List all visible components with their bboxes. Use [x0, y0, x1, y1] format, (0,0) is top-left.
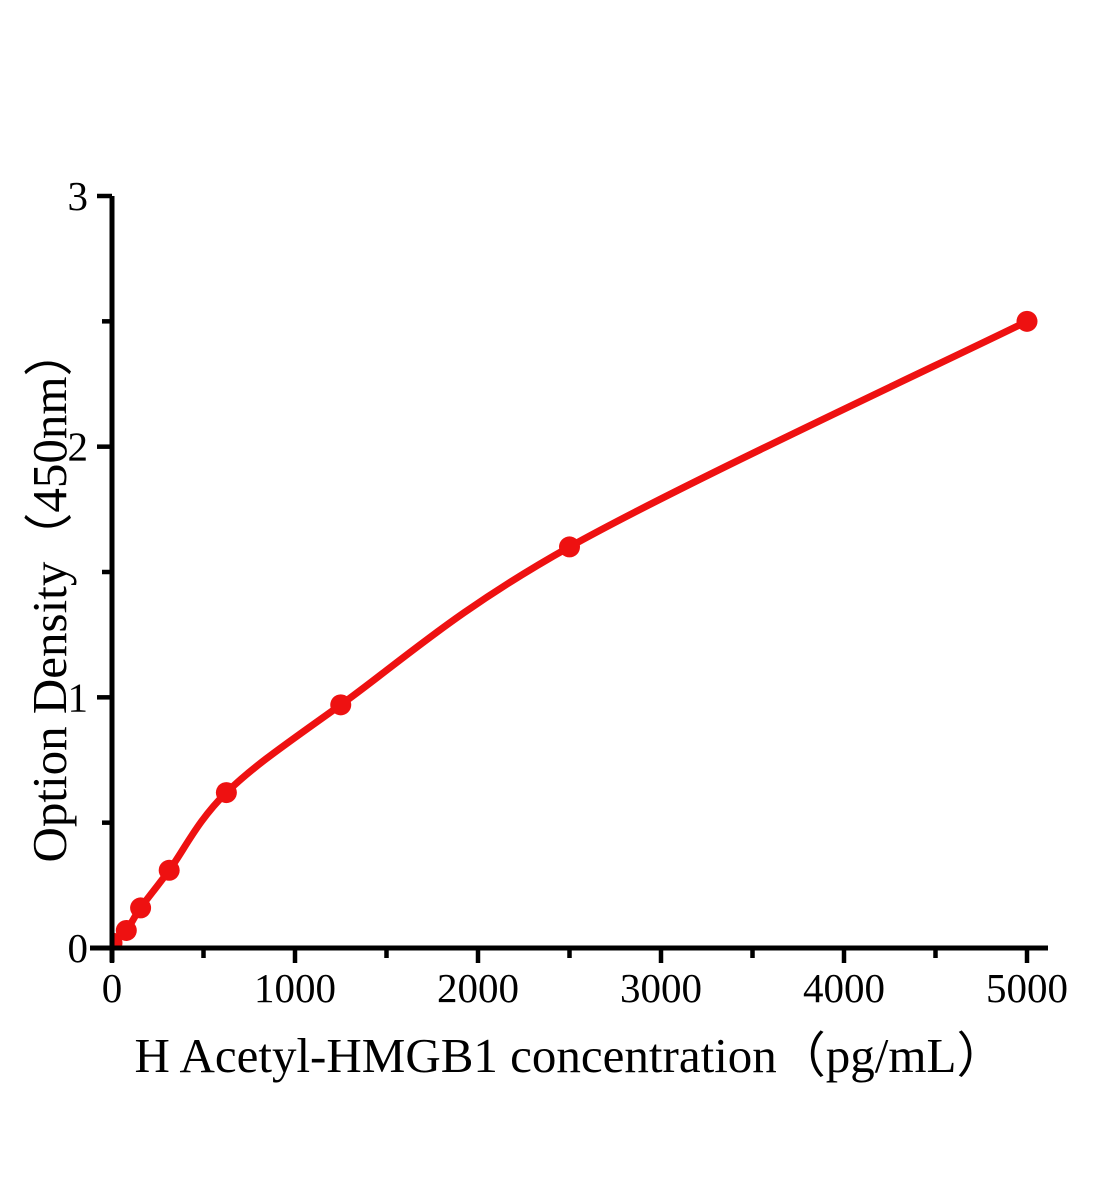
x-tick-label: 1000 [254, 965, 336, 1011]
x-tick-label: 2000 [437, 965, 519, 1011]
x-tick-label: 3000 [620, 965, 702, 1011]
y-axis-title: Option Density（450nm） [22, 328, 77, 863]
data-point-marker [115, 919, 137, 941]
x-axis-title: H Acetyl-HMGB1 concentration（pg/mL） [135, 1028, 1006, 1083]
series-layer [112, 310, 1038, 948]
data-point-marker [559, 536, 580, 558]
x-tick-label: 5000 [986, 965, 1068, 1011]
y-tick-label: 0 [68, 925, 89, 971]
x-tick-label: 4000 [803, 965, 885, 1011]
data-point-marker [215, 782, 237, 804]
axes-layer: 0 1000 2000 3000 4000 5000 0 1 2 3 [68, 173, 1069, 1011]
data-point-marker [1016, 310, 1038, 332]
y-tick-label: 1 [68, 674, 89, 720]
data-point-marker [130, 897, 152, 919]
data-point-marker [330, 694, 352, 716]
y-tick-label: 3 [68, 173, 89, 219]
data-point-marker [158, 859, 180, 881]
x-tick-label: 0 [102, 965, 123, 1011]
standard-curve-line [112, 317, 1031, 947]
y-tick-label: 2 [68, 424, 89, 470]
